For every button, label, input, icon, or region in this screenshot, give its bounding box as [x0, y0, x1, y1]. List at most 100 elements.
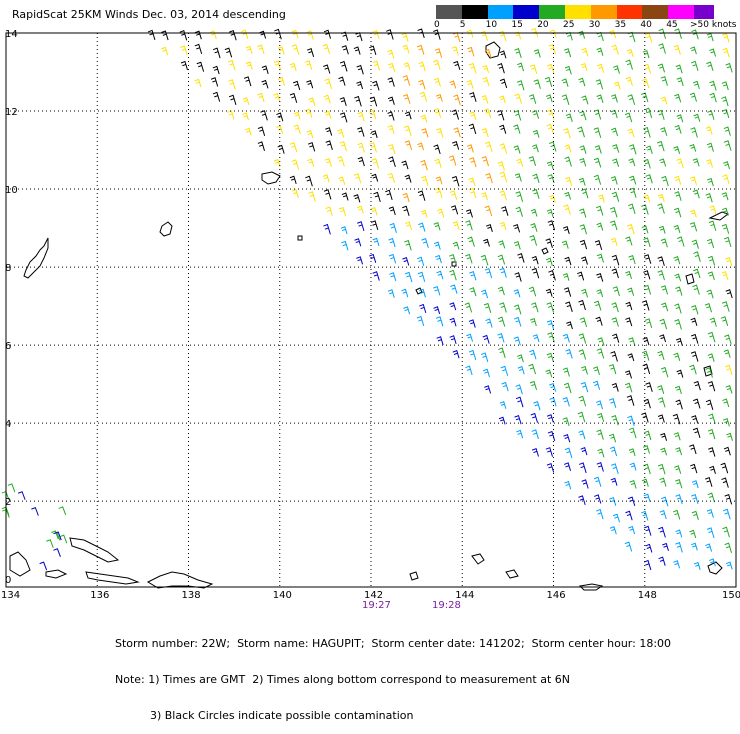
wind-barb [147, 29, 156, 40]
wind-barb [59, 534, 68, 544]
wind-barb [692, 427, 701, 439]
wind-barb [677, 236, 685, 247]
wind-barb [354, 95, 362, 107]
wind-barb [530, 412, 539, 423]
wind-barb [707, 271, 715, 281]
wind-barb [305, 175, 313, 187]
wind-barb [643, 284, 652, 295]
wind-barb [610, 109, 618, 119]
wind-barb [403, 306, 411, 315]
longitude-tick-label: 140 [273, 590, 292, 601]
wind-barb [403, 125, 412, 137]
wind-barb [706, 289, 714, 299]
wind-barb [660, 366, 669, 378]
wind-barb [404, 271, 413, 283]
wind-barb [530, 208, 538, 217]
legend-label: 20 [537, 20, 549, 30]
wind-barb [723, 236, 732, 247]
wind-barb [210, 77, 219, 87]
wind-barb [451, 109, 460, 120]
wind-barb [722, 301, 730, 312]
wind-barb [420, 159, 428, 171]
wind-barb [513, 241, 521, 250]
island-small-b [451, 261, 457, 267]
wind-barb [469, 270, 477, 281]
wind-barb [7, 483, 16, 493]
wind-barb [645, 382, 653, 392]
wind-barb [449, 190, 458, 200]
wind-barb [259, 30, 267, 39]
wind-barb [642, 445, 651, 454]
wind-barb [293, 111, 301, 120]
wind-barb [224, 47, 233, 58]
legend-swatch [487, 5, 514, 19]
wind-barb [451, 175, 460, 187]
wind-barb [388, 62, 396, 72]
wind-barb [499, 78, 508, 89]
wind-barb [480, 254, 489, 266]
wind-barb [529, 317, 537, 327]
wind-barb [322, 43, 331, 54]
latitude-tick-label: 10 [5, 185, 18, 196]
wind-barb [324, 110, 332, 119]
wind-barb [594, 239, 603, 250]
island-south-2 [471, 553, 485, 565]
wind-barb [660, 127, 668, 136]
wind-barb [706, 61, 714, 71]
wind-barb [483, 238, 490, 247]
wind-barb [611, 127, 619, 137]
wind-barb [449, 80, 457, 89]
wind-barb [693, 268, 701, 279]
wind-barb [689, 143, 697, 152]
wind-barb [674, 465, 682, 474]
wind-barb [672, 509, 681, 520]
wind-barb [547, 430, 556, 442]
wind-barb [725, 289, 733, 299]
wind-barb [434, 158, 442, 168]
wind-barb [645, 145, 653, 154]
wind-barb [402, 192, 410, 203]
island-bismarck [146, 571, 214, 589]
wind-barb [515, 206, 523, 217]
wind-barb [498, 240, 506, 249]
wind-map: 134 136 138 140 142 144 146 148 150 0 2 4 6 8 10 12 14 [1, 27, 740, 601]
wind-barb [675, 494, 683, 505]
wind-barb [372, 60, 380, 71]
wind-barb [370, 130, 378, 139]
longitude-tick-label: 138 [182, 590, 201, 601]
wind-barb [643, 270, 651, 280]
wind-barb [464, 302, 473, 313]
wind-barb [627, 31, 636, 43]
island-yap [159, 221, 173, 237]
wind-barb [53, 548, 61, 557]
island-small-a [415, 287, 423, 295]
wind-barb [708, 220, 717, 231]
latitude-tick-label: 14 [5, 29, 18, 40]
wind-barb [389, 272, 397, 282]
wind-barb [580, 365, 588, 375]
wind-barb [387, 77, 395, 87]
wind-barb [611, 302, 619, 313]
wind-barb [485, 318, 493, 328]
wind-barb [289, 92, 298, 103]
wind-barb [610, 237, 618, 246]
wind-barb [659, 318, 668, 330]
wind-barb [436, 127, 444, 138]
wind-barb [499, 302, 507, 313]
wind-barb [598, 194, 605, 203]
wind-barb [353, 173, 362, 184]
wind-barb [722, 526, 730, 538]
wind-barb [611, 414, 619, 426]
wind-barb [419, 303, 427, 314]
wind-barb [641, 300, 650, 311]
wind-barb [596, 429, 604, 440]
wind-barb [194, 78, 202, 88]
wind-barb [531, 144, 539, 153]
wind-barb [659, 477, 667, 487]
wind-barb [643, 126, 651, 138]
wind-barb [627, 353, 635, 362]
wind-barb [579, 317, 588, 328]
wind-barb [660, 238, 668, 248]
wind-barb [725, 561, 733, 570]
legend-label: 25 [563, 20, 575, 30]
